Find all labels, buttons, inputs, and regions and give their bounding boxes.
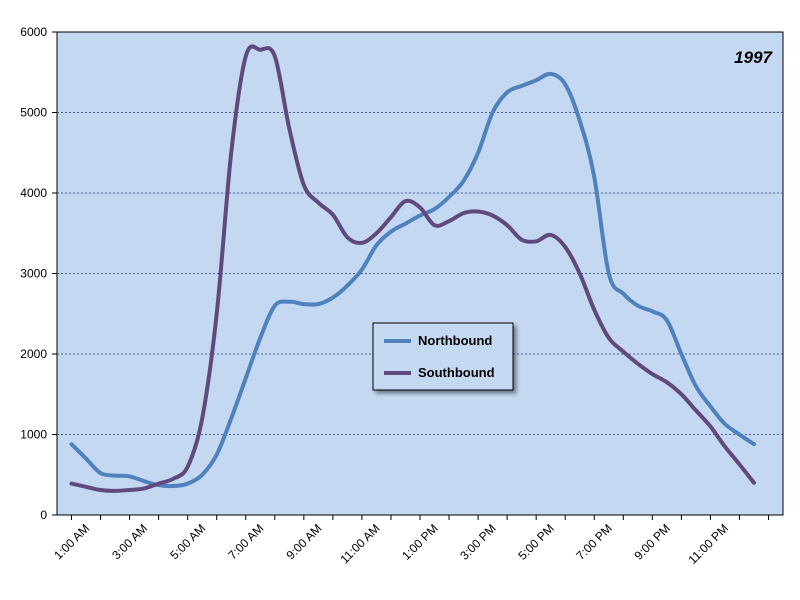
- series-lines: [69, 44, 756, 493]
- x-axis: 1:00 AM 3:00 AM 5:00 AM 7:00 AM 9:00 AM 11:00…: [51, 515, 769, 567]
- x-tick-label: 3:00 AM: [109, 521, 150, 562]
- series-line-southbound: [69, 44, 756, 493]
- x-tick-label: 5:00 AM: [167, 521, 208, 562]
- x-tick-label: 11:00 PM: [685, 521, 731, 567]
- x-tick-label: 7:00 AM: [225, 521, 266, 562]
- x-tick-label: 9:00 AM: [283, 521, 324, 562]
- x-tick-label: 3:00 PM: [457, 521, 499, 563]
- y-tick-label: 4000: [20, 186, 47, 200]
- x-tick-label: 5:00 PM: [515, 521, 557, 563]
- series-line-northbound: [69, 71, 756, 489]
- x-tick-label: 7:00 PM: [573, 521, 615, 563]
- y-tick-label: 3000: [20, 267, 47, 281]
- x-tick-label: 1:00 AM: [51, 521, 92, 562]
- legend-label-southbound: Southbound: [418, 365, 495, 380]
- x-tick-label: 9:00 PM: [631, 521, 673, 563]
- x-tick-label: 11:00 AM: [337, 521, 382, 566]
- grid-lines: [57, 112, 783, 435]
- y-tick-label: 0: [40, 508, 47, 522]
- legend: Northbound Southbound: [372, 322, 514, 391]
- y-tick-label: 6000: [20, 25, 47, 39]
- chart-title: 1997: [734, 48, 773, 67]
- y-tick-label: 2000: [20, 347, 47, 361]
- legend-box: [372, 322, 514, 391]
- x-tick-label: 1:00 PM: [399, 521, 441, 563]
- y-tick-label: 5000: [20, 106, 47, 120]
- legend-label-northbound: Northbound: [418, 333, 492, 348]
- y-tick-label: 1000: [20, 428, 47, 442]
- y-axis: 0 1000 2000 3000 4000 5000 6000: [20, 25, 57, 522]
